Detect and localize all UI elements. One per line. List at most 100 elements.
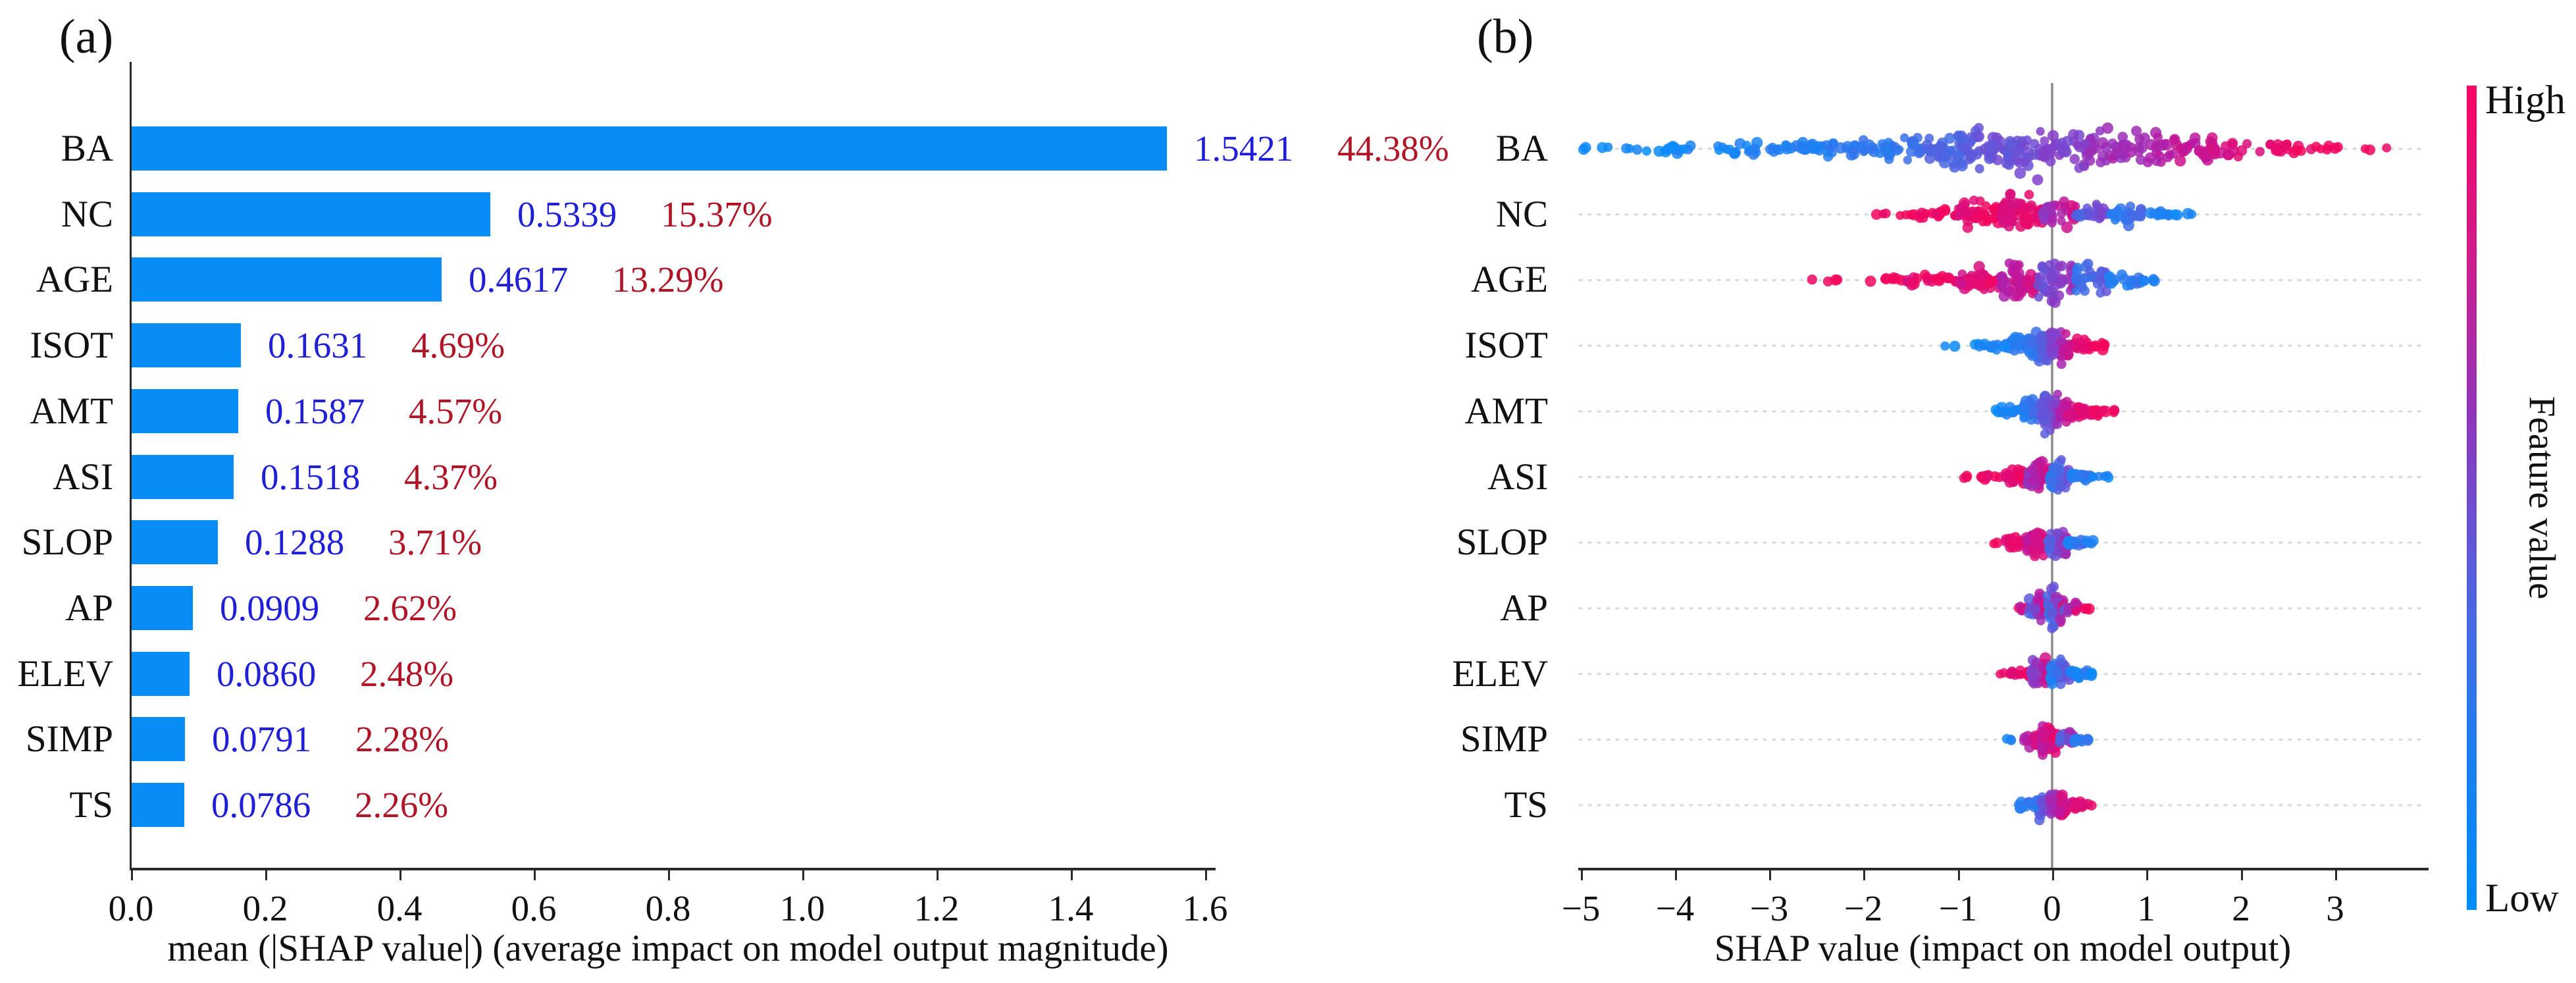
panel-a-tag: (a): [59, 10, 114, 64]
panel-a-tick-label: 0.4: [376, 888, 423, 928]
bar-NC: [132, 192, 490, 236]
panel-a-tick-mark: [265, 870, 267, 880]
panel-a-tick-label: 0.0: [108, 888, 154, 928]
bar-value-AMT: 0.1587: [265, 390, 365, 431]
beeswarm-row-SIMP: [2001, 721, 2094, 760]
panel-a-x-axis-line: [130, 868, 1216, 870]
panel-a-row-label-NC: NC: [61, 193, 113, 235]
panel-b-tick-mark: [2052, 870, 2054, 880]
panel-b-tick-mark: [2146, 870, 2148, 880]
bar-AGE: [132, 257, 442, 302]
bar-BA: [132, 126, 1167, 171]
bar-ISOT: [132, 323, 241, 368]
panel-b-tick-mark: [1581, 870, 1583, 880]
bar-value-ISOT: 0.1631: [268, 325, 368, 366]
panel-a-tick-label: 1.2: [914, 888, 960, 928]
beeswarm-row-BA: [1578, 122, 2392, 186]
panel-a-tick-mark: [1071, 870, 1073, 880]
bar-ASI: [132, 454, 234, 499]
panel-b-tick-mark: [2241, 870, 2243, 880]
colorbar-gradient: [2467, 86, 2477, 910]
panel-a-y-axis-line: [130, 62, 132, 869]
panel-b-tick-label: −4: [1655, 888, 1695, 928]
beeswarm-row-SLOP: [1989, 527, 2099, 562]
bar-value-ASI: 0.1518: [261, 456, 361, 497]
bar-SIMP: [132, 717, 185, 762]
panel-b-tick-mark: [1769, 870, 1771, 880]
panel-b-tag: (b): [1477, 10, 1534, 64]
beeswarm-row-NC: [1871, 188, 2197, 234]
panel-b-tick-label: 3: [2326, 888, 2344, 928]
panel-a-tick-label: 1.6: [1182, 888, 1228, 928]
colorbar-low-label: Low: [2485, 876, 2559, 920]
panel-a-tick-mark: [937, 870, 939, 880]
panel-b-row-label-AP: AP: [1500, 587, 1548, 629]
bar-value-NC: 0.5339: [517, 194, 617, 234]
bar-percent-ELEV: 2.48%: [360, 653, 454, 694]
bar-AP: [132, 585, 193, 630]
panel-a-row-label-ASI: ASI: [53, 456, 113, 498]
panel-a-row-label-AGE: AGE: [36, 259, 113, 301]
panel-a-tick-label: 0.2: [242, 888, 288, 928]
panel-b-row-label-ASI: ASI: [1487, 456, 1548, 498]
bar-percent-AMT: 4.57%: [409, 390, 503, 431]
panel-b-tick-label: −1: [1938, 888, 1978, 928]
panel-a-tick-label: 1.4: [1048, 888, 1094, 928]
panel-b-tick-mark: [1675, 870, 1677, 880]
panel-a-bar-chart: BA 1.5421 44.38% NC 0.5339 15.37% AGE 0.4617 13.…: [17, 62, 1449, 969]
panel-b-tick-label: 2: [2232, 888, 2250, 928]
bar-value-AP: 0.0909: [220, 587, 320, 628]
panel-b-row-label-AMT: AMT: [1464, 390, 1548, 432]
panel-b-tick-mark: [1958, 870, 1960, 880]
panel-b-tick-label: −2: [1843, 888, 1883, 928]
panel-b-tick-label: 0: [2043, 888, 2061, 928]
panel-b-row-label-ISOT: ISOT: [1464, 325, 1548, 367]
panel-a-tick-label: 1.0: [779, 888, 825, 928]
bar-value-AGE: 0.4617: [469, 259, 569, 300]
panel-a-row-label-SIMP: SIMP: [25, 718, 113, 760]
bar-AMT: [132, 388, 238, 433]
bar-percent-ISOT: 4.69%: [411, 325, 505, 366]
bar-value-TS: 0.0786: [211, 785, 311, 825]
panel-a-tick-mark: [399, 870, 401, 880]
beeswarm-row-TS: [2014, 789, 2097, 826]
panel-b-x-axis-line: [1578, 868, 2429, 870]
panel-b-tick-mark: [1863, 870, 1865, 880]
bar-ELEV: [132, 651, 190, 696]
beeswarm-row-AMT: [1990, 389, 2120, 438]
bar-value-SLOP: 0.1288: [245, 522, 345, 563]
beeswarm-row-AP: [2013, 581, 2095, 633]
panel-a-row-label-AP: AP: [65, 587, 113, 629]
panel-a-x-axis-label: mean (|SHAP value|) (average impact on m…: [167, 928, 1169, 969]
panel-b-row-label-SIMP: SIMP: [1460, 718, 1548, 760]
bar-percent-AGE: 13.29%: [612, 259, 724, 300]
panel-b-x-axis-label: SHAP value (impact on model output): [1714, 928, 2292, 969]
panel-a-row-label-ISOT: ISOT: [30, 325, 113, 367]
bar-value-BA: 1.5421: [1194, 128, 1294, 169]
bar-percent-AP: 2.62%: [363, 587, 457, 628]
panel-a-row-label-TS: TS: [69, 784, 113, 826]
beeswarm-row-AGE: [1807, 258, 2160, 308]
panel-b-row-label-SLOP: SLOP: [1456, 521, 1548, 564]
bar-percent-TS: 2.26%: [355, 785, 449, 825]
panel-b-tick-mark: [2335, 870, 2337, 880]
panel-a-tick-label: 0.6: [511, 888, 557, 928]
panel-a-tick-mark: [534, 870, 536, 880]
panel-a-tick-mark: [131, 870, 133, 880]
panel-b-row-label-NC: NC: [1495, 193, 1548, 235]
bar-SLOP: [132, 520, 218, 565]
panel-a-row-label-ELEV: ELEV: [17, 652, 113, 695]
bar-percent-SIMP: 2.28%: [355, 719, 450, 760]
panel-a-tick-label: 0.8: [645, 888, 691, 928]
beeswarm-row-ISOT: [1940, 327, 2110, 369]
panel-b-tick-label: −3: [1749, 888, 1789, 928]
bar-percent-ASI: 4.37%: [404, 456, 498, 497]
bar-value-SIMP: 0.0791: [212, 719, 312, 760]
panel-a-row-label-AMT: AMT: [30, 390, 113, 432]
panel-b-row-label-TS: TS: [1504, 784, 1548, 826]
panel-b-row-label-ELEV: ELEV: [1452, 652, 1548, 695]
panel-a-tick-mark: [802, 870, 804, 880]
panel-a-row-label-SLOP: SLOP: [21, 521, 113, 564]
